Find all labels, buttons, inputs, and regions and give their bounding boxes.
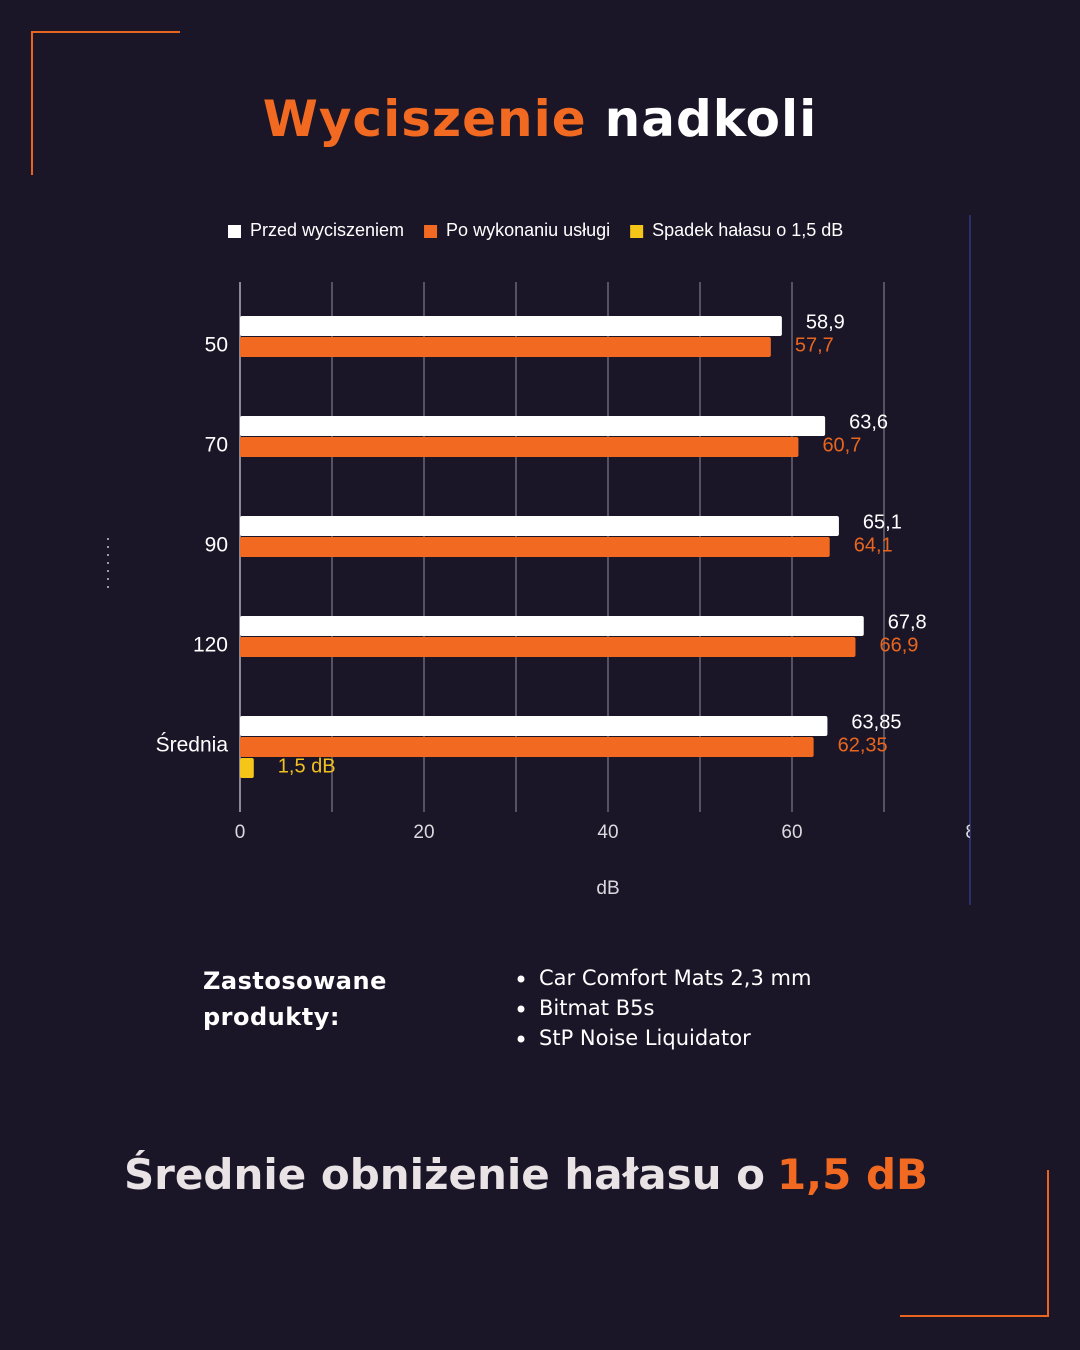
x-tick-label: 20	[413, 822, 434, 843]
value-label: 64,1	[854, 534, 893, 556]
bullet	[517, 1035, 525, 1043]
title: Wyciszenie nadkoli	[263, 90, 818, 148]
x-axis-label: dB	[596, 878, 619, 899]
value-label: 63,6	[849, 411, 888, 433]
summary: Średnie obniżenie hałasu o 1,5 dB	[124, 1149, 928, 1199]
value-label: 63,85	[851, 711, 901, 733]
bar	[240, 516, 839, 536]
title-rest: nadkoli	[605, 90, 818, 148]
legend-label: Spadek hałasu o 1,5 dB	[652, 220, 843, 240]
products-list: Car Comfort Mats 2,3 mm Bitmat B5s StP Noi…	[517, 966, 811, 1050]
summary-text: Średnie obniżenie hałasu o	[124, 1149, 765, 1199]
bar	[240, 637, 856, 657]
bar	[240, 616, 864, 636]
chart: 0 20 40 60 80 50 58,957,7 70 63,660,7 90 65,164,1 1…	[156, 220, 986, 843]
product-item: Bitmat B5s	[539, 996, 654, 1020]
legend-swatch	[630, 225, 644, 238]
bullet	[517, 975, 525, 983]
bar	[240, 537, 830, 557]
value-label: 67,8	[888, 611, 927, 633]
legend-label: Przed wyciszeniem	[250, 220, 404, 240]
bar	[240, 437, 799, 457]
bar	[240, 737, 814, 757]
x-tick-label: 0	[235, 822, 246, 843]
bar	[240, 716, 828, 736]
category-label: 90	[205, 534, 228, 557]
bar	[240, 337, 771, 357]
bar	[240, 416, 826, 436]
summary-highlight: 1,5 dB	[777, 1150, 928, 1199]
value-label: 58,9	[806, 311, 845, 333]
value-label: 65,1	[863, 511, 902, 533]
value-label: 60,7	[822, 434, 861, 456]
x-tick-label: 60	[781, 822, 802, 843]
corner-bracket	[900, 1170, 1049, 1317]
category-label: 70	[205, 434, 228, 457]
value-label: 66,9	[879, 634, 918, 656]
category-label: 120	[193, 634, 228, 657]
value-label: 1,5 dB	[278, 755, 336, 777]
product-item: Car Comfort Mats 2,3 mm	[539, 966, 811, 990]
bar	[240, 316, 782, 336]
value-label: 57,7	[795, 334, 834, 356]
products-heading: produkty:	[203, 1003, 340, 1031]
bullet	[517, 1005, 525, 1013]
product-item: StP Noise Liquidator	[539, 1026, 751, 1050]
x-tick-label: 40	[597, 822, 618, 843]
x-tick-label: 80	[965, 822, 986, 843]
category-label: 50	[205, 334, 228, 357]
legend-label: Po wykonaniu usługi	[446, 220, 610, 240]
legend-swatch	[424, 225, 438, 238]
category-label: Średnia	[156, 733, 229, 757]
bar	[240, 758, 254, 778]
corner-bracket	[31, 31, 180, 175]
products-heading: Zastosowane	[203, 967, 387, 995]
legend-swatch	[228, 225, 241, 238]
title-highlight: Wyciszenie	[263, 90, 587, 148]
value-label: 62,35	[838, 734, 888, 756]
